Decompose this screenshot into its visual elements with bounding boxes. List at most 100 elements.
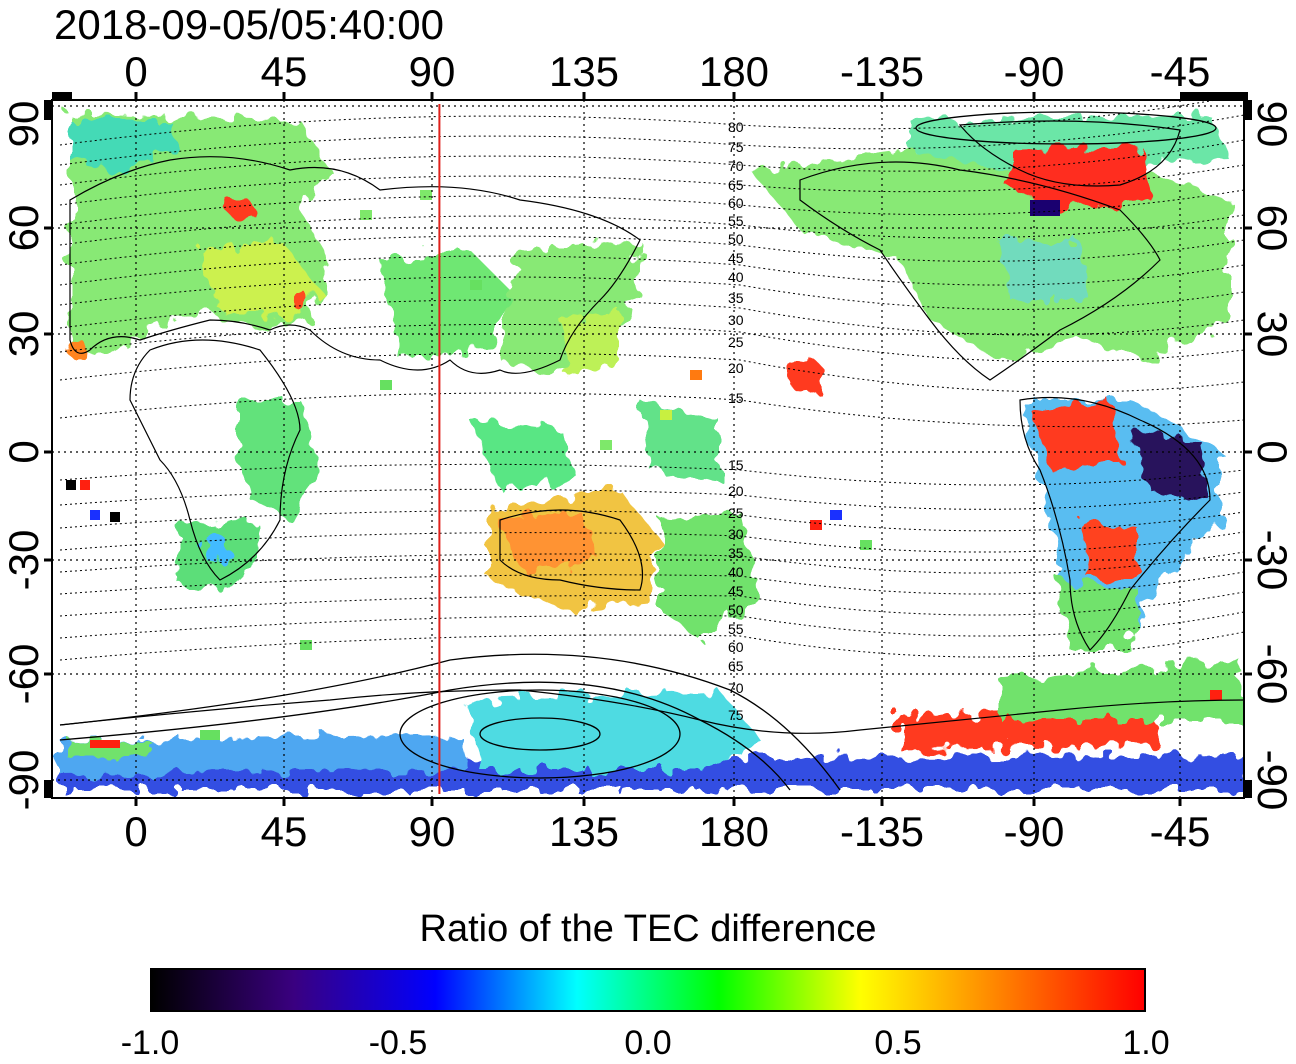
tec-patch-red	[228, 196, 252, 220]
frame-ticks	[44, 92, 1252, 798]
contour-label: 75	[728, 707, 744, 723]
map-title: 2018-09-05/05:40:00	[54, 1, 444, 48]
colorbar-tick: 0.5	[874, 1024, 922, 1062]
polar-contours	[59, 111, 1217, 791]
tec-patch-indonesia	[470, 420, 580, 490]
coastline-south-america	[1019, 396, 1211, 651]
contour-line	[59, 631, 1244, 661]
coastline-north-america	[799, 161, 1161, 381]
tec-tile	[1210, 690, 1222, 700]
contour-label: 20	[728, 360, 744, 376]
contour-label: 35	[728, 290, 744, 306]
coastlines	[59, 120, 1244, 734]
contour-labels-south: 15 20 25 30 35 40 45 50 55 60 65 70 75	[728, 457, 744, 723]
axis-ticks	[44, 92, 1252, 806]
coastline-australia	[499, 509, 644, 591]
contour-line	[59, 189, 1244, 226]
bottom-lon-tick: 135	[548, 808, 620, 855]
contour-line	[399, 689, 681, 779]
coastline-africa	[129, 339, 301, 581]
top-lon-tick: 180	[698, 48, 770, 95]
contour-line	[59, 323, 1244, 363]
tec-patch-canada	[1000, 240, 1090, 300]
tec-tile	[200, 730, 220, 740]
contour-label: 25	[728, 334, 744, 350]
contour-line	[479, 717, 601, 751]
contour-line	[59, 392, 1244, 428]
contour-line	[59, 611, 1244, 639]
top-lon-tick: -45	[1149, 48, 1211, 95]
contour-line	[59, 681, 791, 791]
contour-line	[59, 100, 1219, 146]
tec-patch-east-asia	[500, 240, 640, 380]
tec-patch-arctic-america	[910, 115, 1230, 170]
tec-data-layer	[60, 115, 1244, 790]
bottom-lon-tick: -90	[1003, 808, 1065, 855]
contour-label: 75	[728, 139, 744, 155]
tec-tile	[90, 740, 120, 748]
contour-label: 65	[728, 658, 744, 674]
tec-patch-greenland	[1010, 145, 1150, 210]
tec-tile	[300, 640, 312, 650]
coastline-antarctica	[59, 689, 1244, 734]
contour-label: 25	[728, 505, 744, 521]
bottom-lon-tick: 0	[124, 808, 148, 855]
contour-line	[59, 276, 1244, 310]
tec-tile	[860, 540, 872, 550]
contour-line	[59, 214, 1244, 246]
colorbar-tick: 1.0	[1122, 1024, 1170, 1062]
contour-line	[59, 551, 1244, 574]
contour-label: 40	[728, 564, 744, 580]
contour-label: 55	[728, 213, 744, 229]
top-lon-tick: 90	[408, 48, 456, 95]
tec-patch-arctic-europe	[70, 120, 180, 170]
tec-patch-africa	[240, 400, 320, 520]
tec-patch-orange	[66, 338, 86, 358]
coastline-eurasia	[69, 156, 641, 374]
contour-label: 45	[728, 583, 744, 599]
contour-line	[59, 571, 1244, 595]
contour-line	[59, 488, 1244, 510]
contour-label: 50	[728, 602, 744, 618]
tec-patch-australia-core	[500, 510, 600, 570]
contour-label: 55	[728, 621, 744, 637]
bottom-lon-tick: -135	[839, 808, 925, 855]
contour-line	[59, 463, 1244, 486]
colorbar-tick: 0.0	[624, 1024, 672, 1062]
tec-tile	[470, 280, 482, 290]
contour-label: 15	[728, 390, 744, 406]
colorbar-title: Ratio of the TEC difference	[419, 908, 877, 950]
tec-tile	[600, 440, 612, 450]
tec-map: 80 75 70 65 60 55 50 45 40 35 30 25 20 1…	[44, 92, 1252, 806]
tec-patch-north-america	[750, 150, 1230, 360]
top-lon-tick: 45	[260, 48, 308, 95]
contour-label: 15	[728, 457, 744, 473]
bottom-lon-tick: 90	[408, 808, 456, 855]
tec-tile	[810, 520, 822, 530]
contour-label: 60	[728, 195, 744, 211]
tec-tile	[110, 512, 120, 522]
bottom-lon-tick: 180	[698, 808, 770, 855]
tec-patch-asia	[380, 250, 520, 360]
tec-patch-dark	[1130, 430, 1210, 500]
tec-patch-central-europe	[200, 240, 320, 320]
tec-patch-antarctic-green	[1000, 660, 1244, 720]
bottom-lon-tick: -45	[1149, 808, 1211, 855]
contour-label: 35	[728, 545, 744, 561]
tec-tile	[420, 190, 432, 200]
top-lon-tick: 0	[124, 48, 148, 95]
contour-label: 65	[728, 177, 744, 193]
contour-line	[59, 591, 1244, 617]
contour-label: 40	[728, 269, 744, 285]
contour-label: 30	[728, 312, 744, 328]
tec-patch-pacific	[660, 510, 760, 640]
contour-line	[59, 235, 1244, 266]
colorbar-tick: -0.5	[368, 1024, 428, 1062]
tec-patch-red	[1080, 520, 1140, 580]
plot-frame	[51, 99, 1245, 799]
contour-label: 70	[728, 158, 744, 174]
contour-label: 45	[728, 250, 744, 266]
tec-patch-japan	[560, 310, 620, 380]
tec-tile	[66, 480, 76, 490]
contour-label: 80	[728, 119, 744, 135]
